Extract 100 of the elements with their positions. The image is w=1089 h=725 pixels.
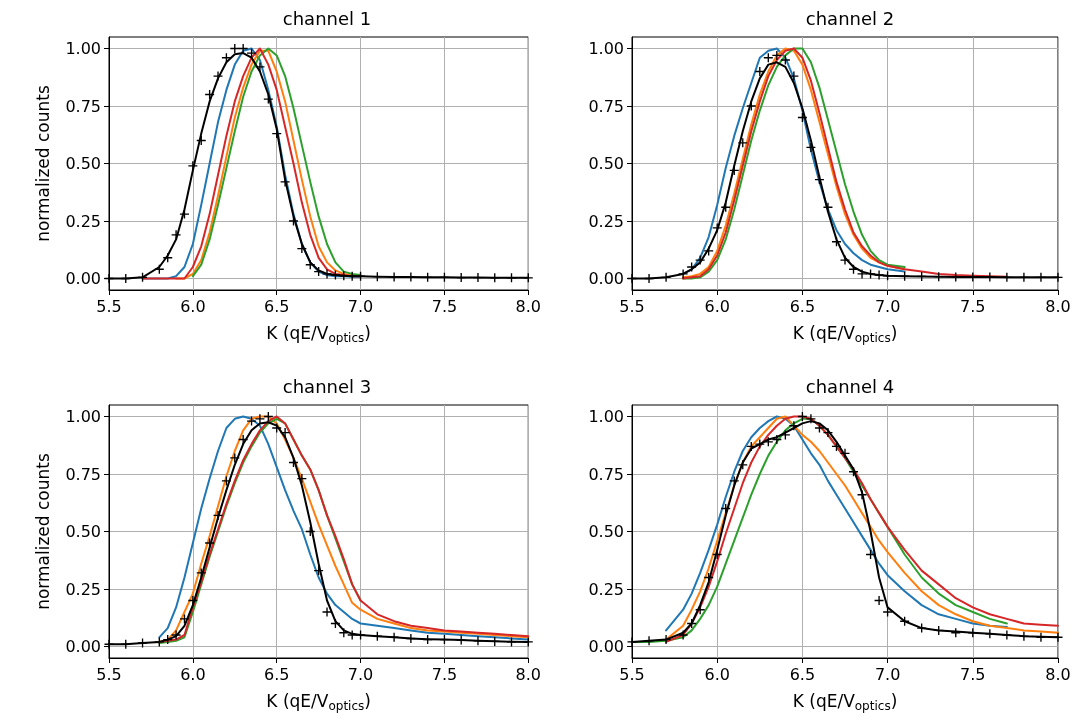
y-tick-label: 1.00 (588, 407, 624, 426)
x-tick-label: 8.0 (1045, 296, 1071, 316)
point (188, 161, 198, 171)
y-tick-label: 0.00 (65, 269, 101, 288)
y-axis-title: normalized counts (32, 453, 53, 610)
point (985, 629, 995, 639)
x-tick-label: 6.0 (180, 664, 206, 684)
point (356, 630, 366, 640)
point (1002, 630, 1012, 640)
point (866, 269, 876, 279)
point (874, 270, 884, 280)
x-tick-label: 5.5 (96, 664, 122, 684)
x-tick-label: 8.0 (1045, 664, 1071, 684)
point (857, 269, 867, 279)
y-tick-label: 0.75 (588, 96, 624, 116)
point (154, 637, 164, 647)
point (780, 55, 790, 65)
point (695, 605, 705, 615)
point (473, 273, 483, 283)
point (263, 94, 273, 104)
point (857, 490, 867, 500)
x-tick-label: 6.5 (789, 296, 816, 316)
point (772, 50, 782, 60)
point (205, 538, 215, 548)
point (322, 607, 332, 617)
x-tick-label: 6.5 (263, 664, 290, 684)
point (917, 623, 927, 633)
y-tick-label: 0.00 (588, 269, 624, 288)
point (247, 48, 257, 58)
x-tick-label: 7.0 (347, 296, 374, 316)
point (523, 637, 533, 647)
x-tick-label: 6.0 (180, 296, 206, 316)
point (661, 635, 671, 645)
point (473, 636, 483, 646)
point (1019, 631, 1029, 641)
x-tick-label: 7.5 (431, 664, 458, 684)
point (789, 421, 799, 431)
point (661, 272, 671, 282)
point (272, 423, 282, 433)
point (188, 596, 198, 605)
point (255, 414, 265, 424)
point (1002, 272, 1012, 282)
point (297, 244, 307, 254)
point (238, 435, 248, 444)
point (196, 568, 206, 578)
y-tick-label: 0.00 (588, 637, 624, 656)
point (627, 637, 637, 647)
y-tick-label: 0.25 (65, 579, 101, 599)
y-tick-label: 0.50 (588, 522, 624, 541)
x-tick-label: 7.5 (960, 664, 986, 684)
point (729, 476, 739, 486)
point (678, 269, 688, 279)
point (678, 630, 688, 640)
point (288, 216, 298, 226)
y-axis-title: normalized counts (32, 85, 53, 242)
point (806, 142, 816, 152)
point (138, 638, 148, 648)
x-tick-label: 7.0 (874, 664, 901, 684)
point (1053, 632, 1063, 642)
chart-title: channel 3 (282, 375, 372, 397)
point (840, 255, 850, 265)
point (171, 230, 181, 240)
point (874, 596, 884, 605)
x-tick-label: 6.5 (789, 664, 816, 684)
point (297, 474, 307, 484)
y-tick-label: 0.25 (588, 579, 624, 599)
x-tick-label: 5.5 (619, 296, 645, 316)
y-tick-label: 1.00 (65, 407, 101, 426)
x-tick-label: 8.0 (515, 296, 541, 316)
x-tick-label: 5.5 (96, 296, 122, 316)
point (280, 177, 290, 187)
x-tick-label: 6.0 (704, 664, 730, 684)
point (347, 630, 357, 640)
point (644, 274, 654, 283)
point (330, 270, 340, 280)
point (704, 246, 714, 256)
x-tick-label: 7.0 (874, 296, 901, 316)
y-tick-label: 0.25 (588, 211, 624, 231)
point (695, 255, 705, 265)
point (687, 262, 697, 272)
point (1053, 272, 1063, 282)
point (712, 223, 722, 233)
y-tick-label: 0.75 (65, 96, 101, 116)
x-tick-label: 6.0 (704, 296, 730, 316)
y-tick-label: 1.00 (65, 39, 101, 58)
y-tick-label: 0.50 (65, 154, 101, 173)
point (1019, 272, 1029, 282)
point (644, 636, 654, 646)
point (247, 416, 257, 426)
y-tick-label: 1.00 (588, 39, 624, 58)
y-tick-label: 0.50 (65, 522, 101, 541)
point (1036, 272, 1046, 282)
point (507, 637, 517, 647)
point (772, 435, 782, 444)
point (406, 633, 416, 643)
point (238, 44, 248, 53)
point (823, 428, 833, 438)
point (456, 635, 466, 645)
point (814, 423, 824, 433)
chart-title: channel 2 (805, 7, 895, 29)
